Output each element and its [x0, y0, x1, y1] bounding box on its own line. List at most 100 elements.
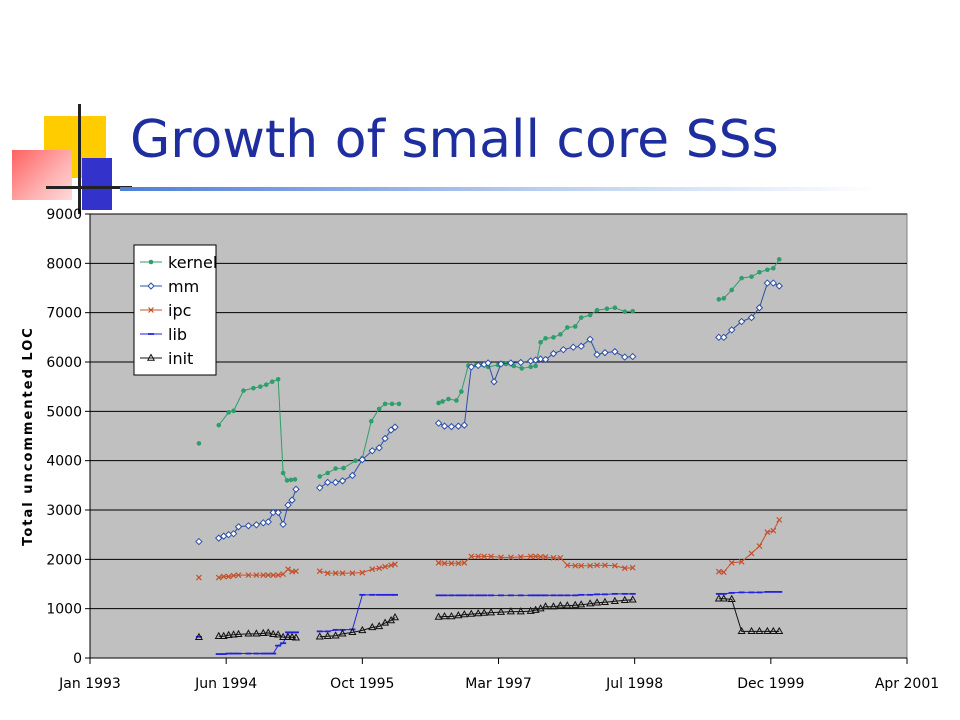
data-point-init — [259, 628, 268, 637]
y-tick-label: 7000 — [46, 306, 82, 322]
data-point-mm — [440, 422, 449, 430]
data-point-mm — [264, 518, 272, 526]
data-point-kernel — [757, 269, 762, 275]
data-point-init — [769, 626, 778, 635]
data-point-ipc — [265, 572, 272, 579]
data-point-ipc — [621, 565, 628, 572]
data-point-init — [323, 631, 332, 639]
data-point-init — [531, 605, 540, 613]
data-point-ipc — [220, 573, 227, 580]
data-point-init — [586, 599, 595, 607]
data-point-mm — [720, 333, 728, 342]
data-point-init — [375, 621, 384, 630]
data-point-init — [610, 596, 619, 604]
legend-label-lib: lib — [168, 325, 187, 344]
data-point-init — [467, 609, 476, 617]
data-point-ipc — [270, 572, 277, 579]
data-point-init — [556, 601, 565, 609]
data-point-ipc — [542, 553, 549, 560]
data-point-kernel — [630, 308, 635, 314]
data-point-ipc — [507, 554, 514, 561]
data-point-ipc — [572, 562, 579, 569]
data-point-mm — [490, 378, 498, 386]
data-point-ipc — [728, 559, 735, 566]
data-point-ipc — [532, 553, 539, 560]
data-point-init — [541, 602, 550, 610]
data-point-kernel — [216, 422, 222, 428]
data-point-kernel — [543, 336, 548, 341]
x-tick-label: Oct 1995 — [330, 676, 394, 692]
data-point-kernel — [288, 477, 294, 483]
data-point-kernel — [551, 335, 556, 340]
data-point-ipc — [468, 553, 475, 560]
legend-marker-ipc — [148, 307, 154, 313]
legend-label-kernel: kernel — [168, 253, 217, 272]
data-point-ipc — [498, 554, 504, 561]
data-point-mm — [460, 421, 469, 429]
data-point-ipc — [253, 572, 260, 579]
data-point-init — [506, 607, 515, 615]
data-point-kernel — [263, 382, 269, 387]
data-point-kernel — [604, 306, 610, 312]
data-point-init — [737, 626, 746, 635]
data-point-ipc — [776, 516, 783, 523]
data-point-mm — [284, 501, 292, 509]
data-point-mm — [621, 353, 629, 361]
data-point-mm — [569, 343, 577, 351]
data-point-mm — [195, 537, 203, 546]
data-point-mm — [381, 434, 389, 443]
data-point-init — [600, 597, 610, 605]
data-point-ipc — [602, 562, 608, 569]
legend-label-ipc: ipc — [168, 301, 191, 320]
data-point-mm — [484, 359, 492, 367]
data-point-init — [252, 629, 261, 637]
data-point-ipc — [316, 568, 323, 575]
data-point-mm — [288, 496, 296, 504]
data-point-mm — [331, 478, 340, 487]
data-point-ipc — [587, 562, 594, 569]
data-point-init — [244, 629, 253, 637]
data-point-init — [368, 622, 377, 631]
data-point-init — [516, 607, 525, 615]
data-point-mm — [517, 358, 525, 367]
data-point-init — [775, 626, 784, 635]
data-point-ipc — [196, 574, 202, 581]
data-point-init — [496, 607, 506, 615]
data-point-init — [747, 626, 756, 635]
data-point-init — [460, 610, 469, 618]
data-point-mm — [215, 534, 223, 542]
data-point-mm — [269, 508, 277, 517]
data-point-mm — [497, 360, 505, 368]
data-point-init — [719, 594, 728, 602]
data-point-kernel — [612, 305, 618, 311]
data-point-kernel — [739, 275, 744, 281]
legend-label-mm: mm — [168, 277, 199, 296]
data-point-ipc — [488, 553, 494, 560]
slide-title: Growth of small core SSs — [130, 110, 779, 170]
data-point-kernel — [382, 401, 388, 407]
data-point-mm — [447, 422, 456, 431]
legend-marker-mm — [147, 282, 155, 290]
data-point-init — [620, 595, 629, 603]
data-point-mm — [577, 342, 585, 350]
data-point-kernel — [565, 325, 570, 330]
data-point-init — [287, 632, 297, 640]
data-point-kernel — [396, 401, 402, 407]
data-point-init — [592, 598, 602, 606]
data-point-ipc — [392, 561, 398, 568]
data-point-mm — [593, 350, 601, 359]
data-point-ipc — [230, 572, 237, 579]
data-point-ipc — [764, 529, 771, 536]
data-point-kernel — [594, 307, 600, 313]
data-point-init — [348, 627, 357, 636]
data-point-kernel — [578, 315, 584, 320]
legend-label-init: init — [168, 349, 193, 368]
data-point-mm — [769, 279, 778, 287]
data-point-init — [219, 631, 228, 639]
data-point-kernel — [389, 401, 395, 407]
data-point-mm — [507, 359, 515, 367]
data-point-ipc — [369, 566, 376, 573]
data-point-init — [381, 618, 390, 626]
data-point-ipc — [245, 572, 252, 579]
data-point-kernel — [251, 385, 256, 391]
